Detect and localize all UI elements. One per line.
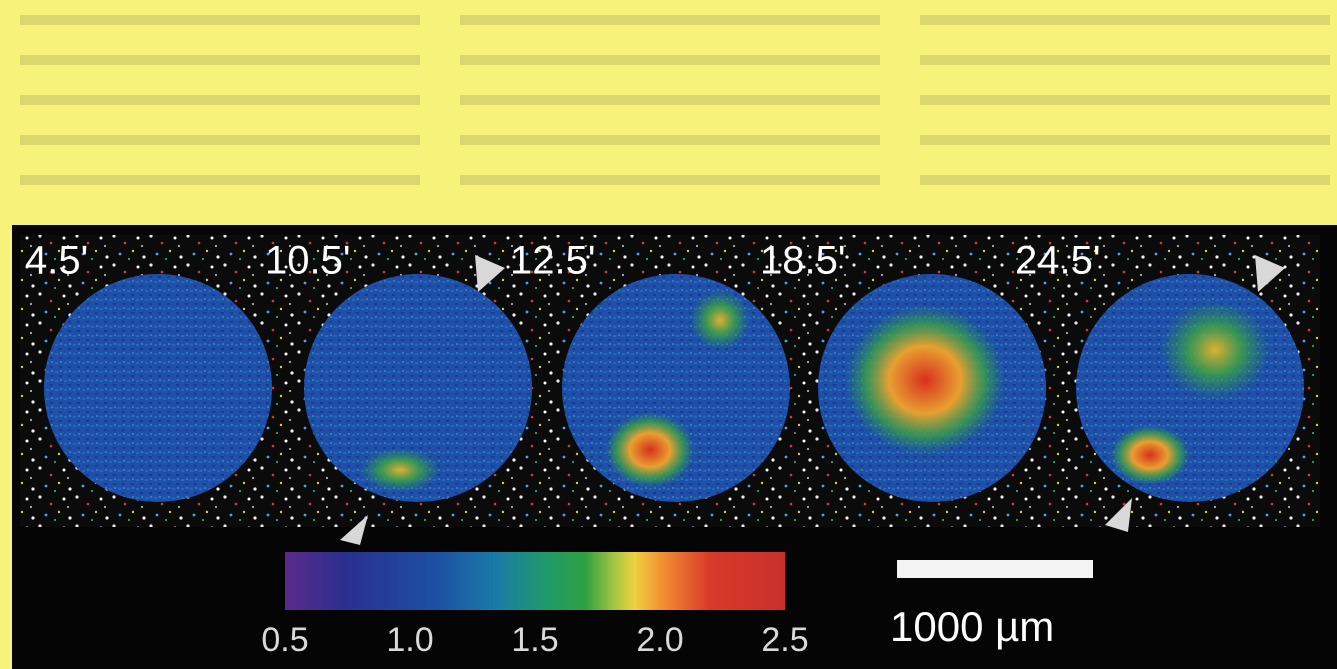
colorbar-tick-label: 2.0 [636, 621, 683, 659]
figure: 1000 µm 4.5' 10.5' 12.5' 18.5' 24.5' 0.5 1.0 1.… [0, 0, 1337, 669]
colorbar-tick-label: 2.5 [761, 621, 808, 659]
panel-label: 10.5' [265, 239, 351, 283]
colorbar [285, 552, 785, 610]
page: {"panels": [{"label": "4.5'"}, {"label":… [0, 0, 1337, 669]
colorbar-tick-label: 0.5 [261, 621, 308, 659]
panel-label: 24.5' [1015, 239, 1101, 283]
panel-label: 4.5' [25, 239, 88, 283]
background-text-area [20, 20, 1330, 180]
colorbar-tick-label: 1.0 [386, 621, 433, 659]
panel-label: 18.5' [760, 239, 846, 283]
panel-label: 12.5' [510, 239, 596, 283]
scale-bar-label: 1000 µm [890, 603, 1054, 650]
colorbar-tick-label: 1.5 [511, 621, 558, 659]
scale-bar [897, 560, 1093, 578]
